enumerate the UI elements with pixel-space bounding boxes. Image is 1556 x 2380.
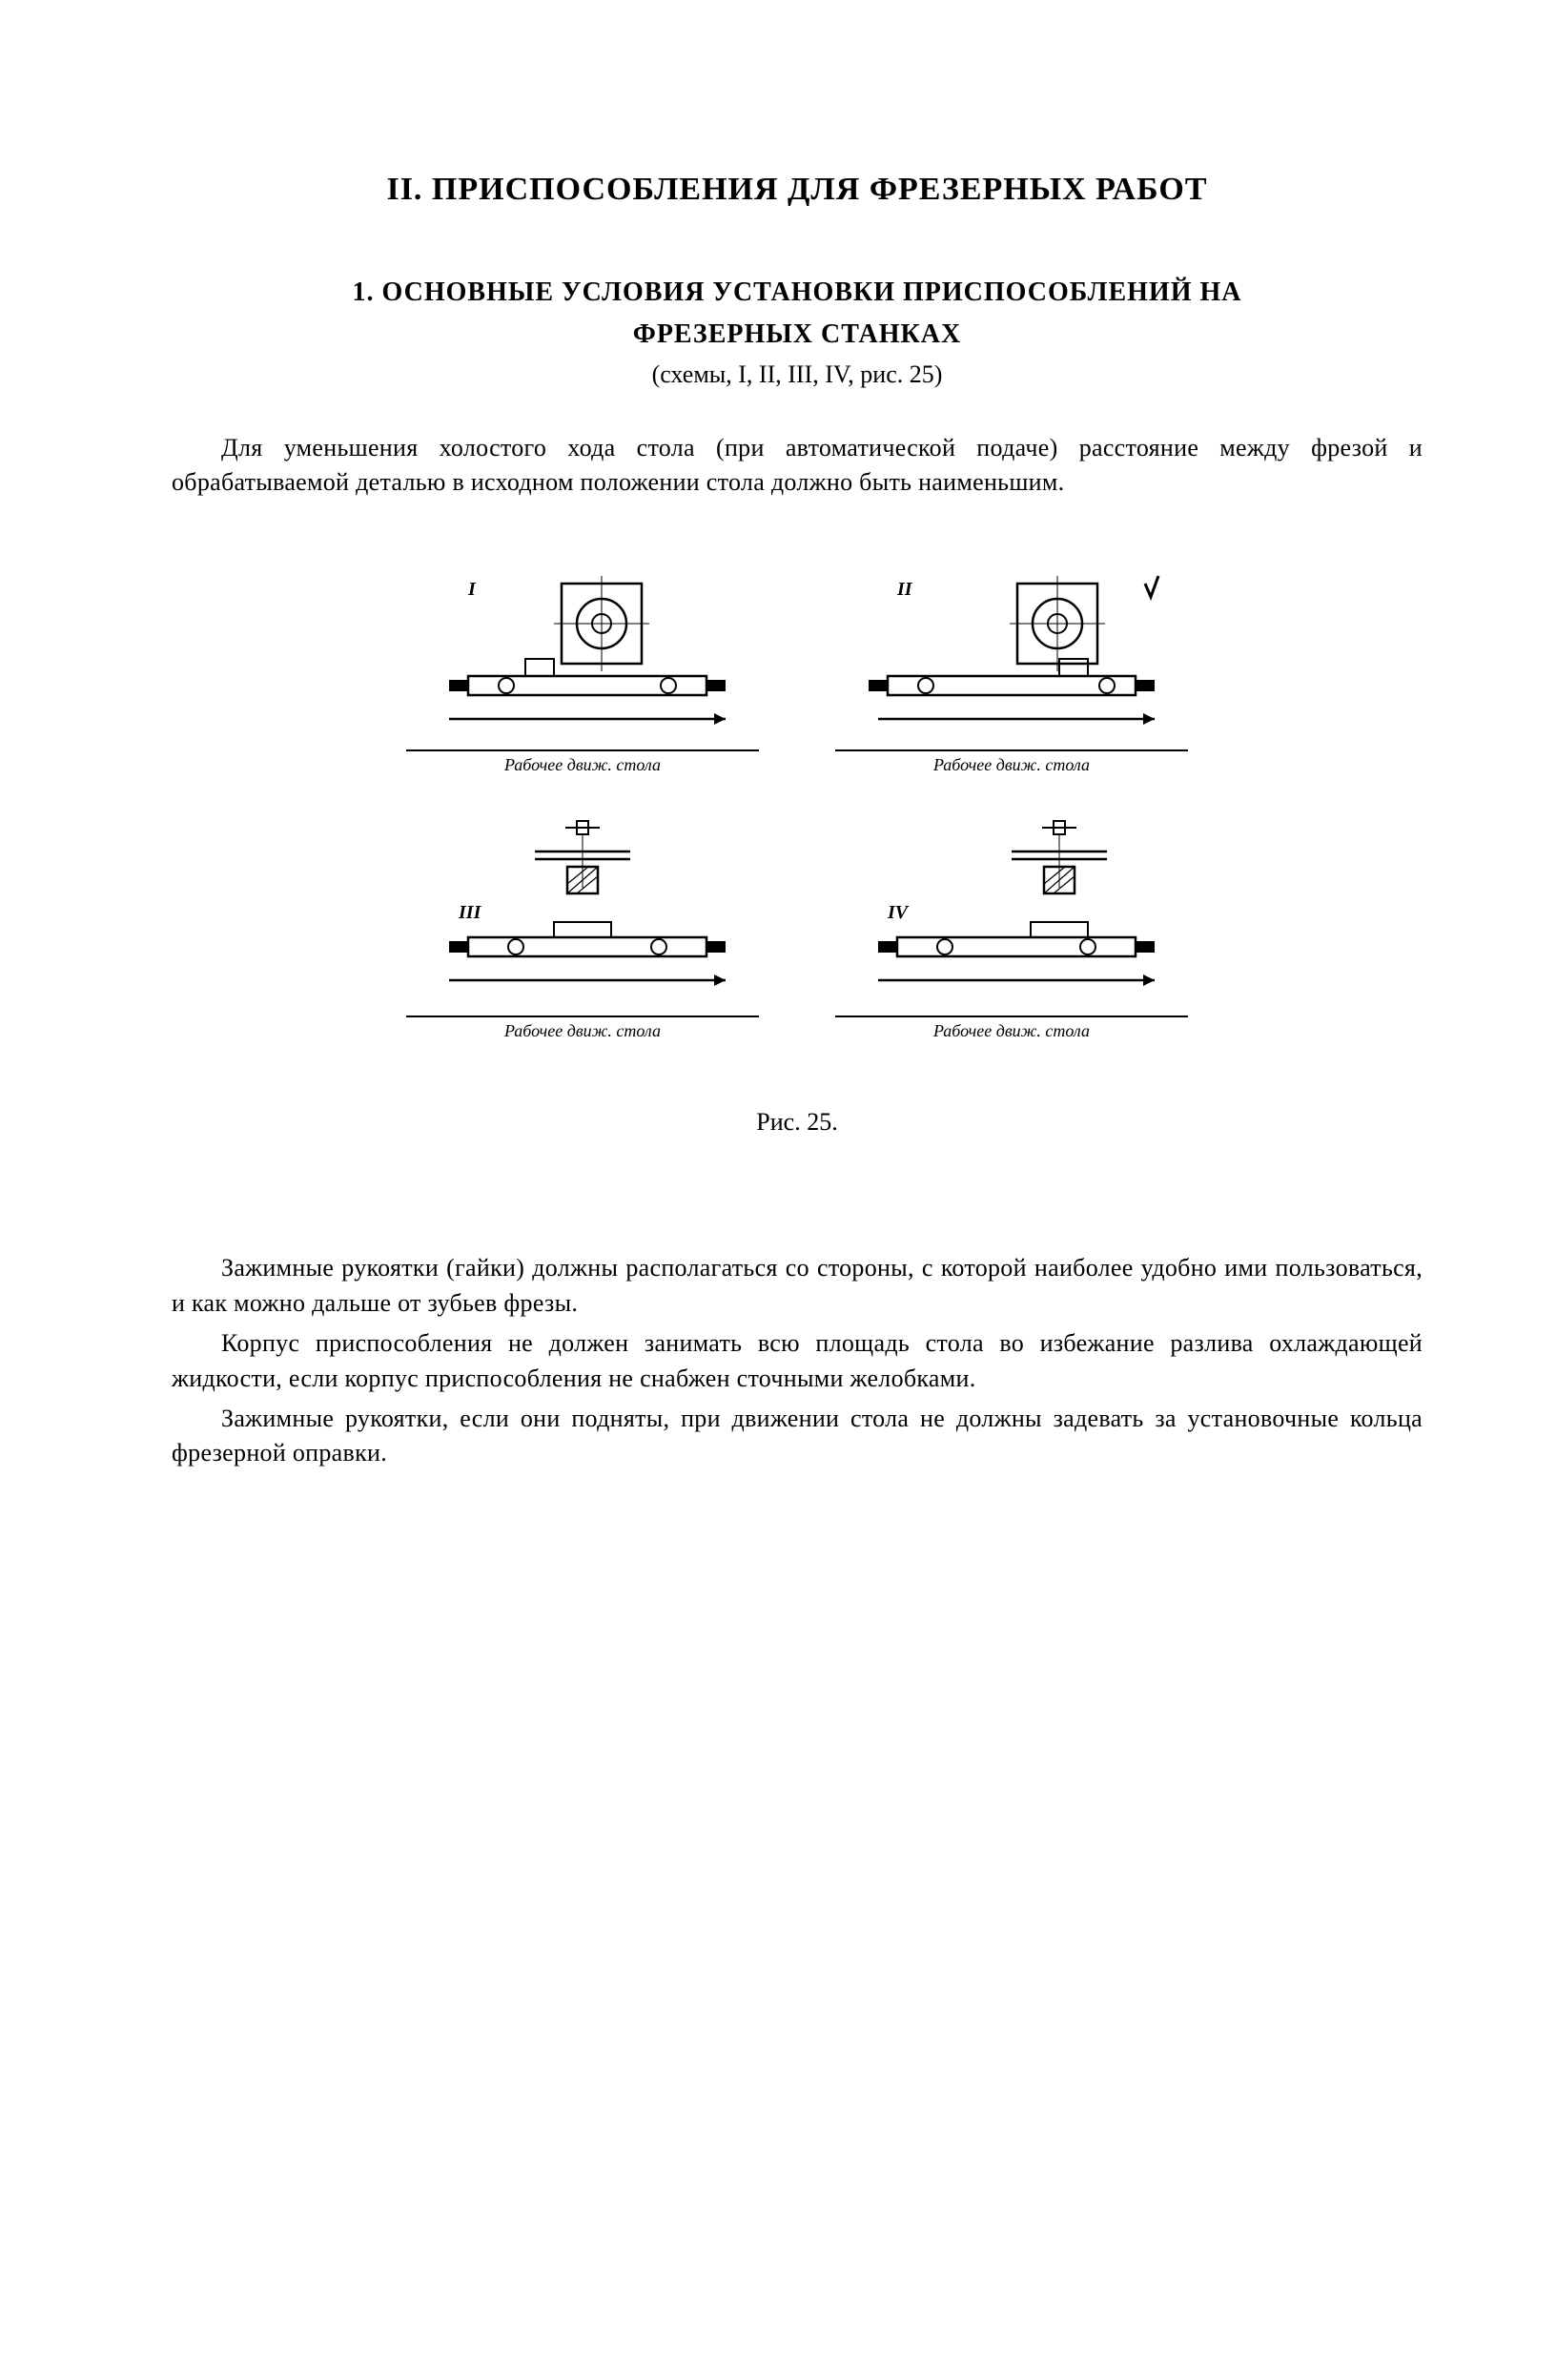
checkmark-icon xyxy=(1145,576,1158,597)
section-title-line2: ФРЕЗЕРНЫХ СТАНКАХ xyxy=(172,317,1423,353)
paragraph-1: Для уменьшения холостого хода стола (при… xyxy=(172,431,1423,501)
scheme-2-drawing: II xyxy=(840,566,1183,738)
scheme-3-label: III xyxy=(458,902,482,923)
scheme-1-caption: Рабочее движ. стола xyxy=(406,749,759,775)
scheme-2-label: II xyxy=(896,579,913,600)
scheme-4: IV xyxy=(835,813,1188,1041)
figure-25: I xyxy=(172,566,1423,1041)
scheme-1-drawing: I xyxy=(411,566,754,738)
paragraph-3: Корпус приспособления не должен занимать… xyxy=(172,1326,1423,1396)
scheme-1-label: I xyxy=(467,579,477,600)
paragraph-4: Зажимные рукоятки, если они подняты, при… xyxy=(172,1402,1423,1471)
figure-grid: I xyxy=(406,566,1188,1041)
scheme-2: II xyxy=(835,566,1188,775)
scheme-3: III xyxy=(406,813,759,1041)
figure-caption: Рис. 25. xyxy=(172,1108,1423,1137)
scheme-4-label: IV xyxy=(887,902,910,923)
scheme-4-caption: Рабочее движ. стола xyxy=(835,1016,1188,1041)
section-title-line1: 1. ОСНОВНЫЕ УСЛОВИЯ УСТАНОВКИ ПРИСПОСОБЛ… xyxy=(172,275,1423,311)
chapter-title: II. ПРИСПОСОБЛЕНИЯ ДЛЯ ФРЕЗЕРНЫХ РАБОТ xyxy=(172,172,1423,208)
scheme-3-drawing: III xyxy=(411,813,754,1004)
scheme-2-caption: Рабочее движ. стола xyxy=(835,749,1188,775)
paragraph-2: Зажимные рукоятки (гайки) должны распола… xyxy=(172,1251,1423,1321)
scheme-3-caption: Рабочее движ. стола xyxy=(406,1016,759,1041)
scheme-1: I xyxy=(406,566,759,775)
scanned-page: II. ПРИСПОСОБЛЕНИЯ ДЛЯ ФРЕЗЕРНЫХ РАБОТ 1… xyxy=(0,0,1556,2380)
scheme-4-drawing: IV xyxy=(840,813,1183,1004)
schemes-reference: (схемы, I, II, III, IV, рис. 25) xyxy=(172,360,1423,389)
